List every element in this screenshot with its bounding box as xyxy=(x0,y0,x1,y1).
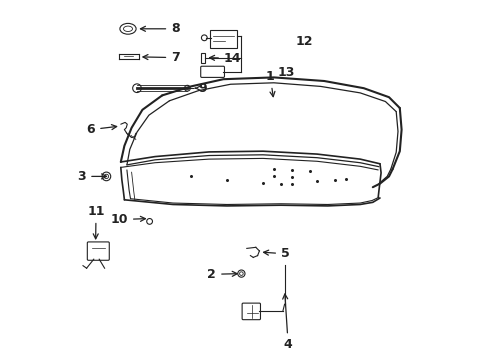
Text: 10: 10 xyxy=(111,213,146,226)
Text: 11: 11 xyxy=(87,205,105,239)
Text: 8: 8 xyxy=(141,22,180,35)
Text: 9: 9 xyxy=(196,82,207,95)
Text: 14: 14 xyxy=(210,52,242,65)
Text: 1: 1 xyxy=(266,70,275,97)
Bar xyxy=(201,53,205,63)
Text: 2: 2 xyxy=(207,268,237,281)
Text: 5: 5 xyxy=(264,247,290,260)
Text: 7: 7 xyxy=(143,51,180,64)
Text: 6: 6 xyxy=(87,123,117,136)
Text: 13: 13 xyxy=(277,66,295,78)
Text: 4: 4 xyxy=(283,294,293,351)
Text: 3: 3 xyxy=(77,170,106,183)
Text: 12: 12 xyxy=(295,35,313,48)
